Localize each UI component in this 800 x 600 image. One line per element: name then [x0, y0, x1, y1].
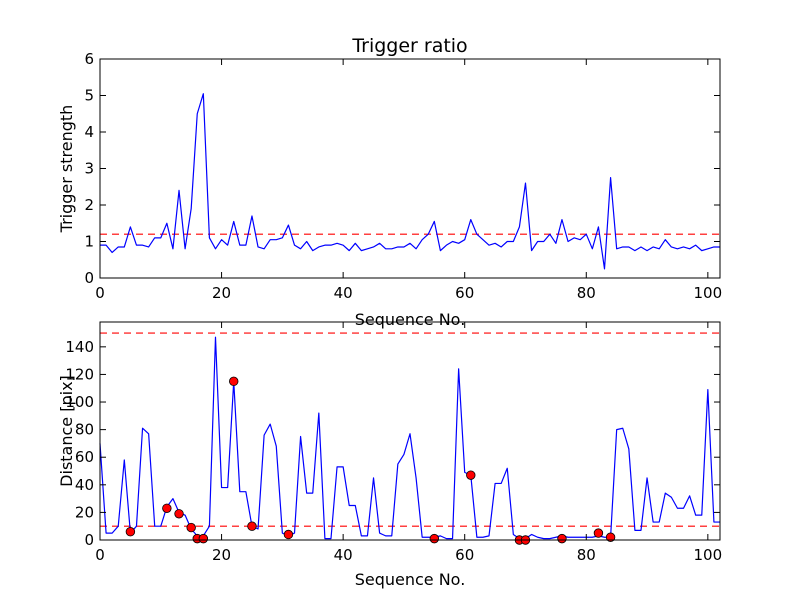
plot-marks: 0 20 40 60 80 100 0 20 40 60 80 100 120 140 [65, 321, 723, 564]
data-point [466, 470, 476, 480]
data-point [429, 533, 440, 544]
y-tick-label: 3 [84, 160, 94, 178]
data-point [557, 533, 567, 544]
chart-title: Trigger ratio [351, 35, 467, 57]
x-axis-label: Sequence No. [355, 570, 466, 589]
y-tick-label: 80 [75, 421, 94, 439]
distance-chart: Distance [pix] Sequence No. 0 20 40 60 80 100… [57, 321, 723, 589]
x-tick-label: 100 [694, 546, 723, 564]
series-line [99, 336, 720, 540]
series-line [100, 93, 720, 270]
x-axis-label: Sequence No. [355, 310, 466, 329]
x-tick-label: 40 [334, 546, 353, 564]
y-tick-label: 140 [65, 338, 94, 356]
x-tick-label: 0 [95, 546, 105, 564]
y-tick-label: 5 [84, 87, 94, 105]
x-tick-label: 60 [455, 284, 474, 302]
y-tick-label: 40 [75, 476, 94, 494]
x-tick-label: 0 [95, 284, 105, 302]
trigger-ratio-chart: Trigger ratio Trigger strength Sequence … [57, 35, 722, 329]
plot-frame [99, 321, 721, 541]
x-tick-label: 20 [212, 284, 231, 302]
data-point [125, 527, 136, 537]
data-point [605, 532, 616, 542]
data-point [198, 533, 209, 544]
y-tick-label: 60 [75, 448, 94, 466]
x-tick-label: 80 [577, 284, 596, 302]
y-tick-label: 6 [84, 50, 94, 68]
plot-marks: 0 20 40 60 80 100 0 1 2 3 4 5 6 [84, 50, 722, 302]
data-point [229, 376, 239, 387]
x-tick-label: 20 [212, 546, 231, 564]
data-point [186, 522, 196, 533]
x-tick-label: 80 [577, 546, 596, 564]
data-point [283, 529, 294, 540]
y-tick-label: 100 [65, 393, 94, 411]
y-tick-label: 2 [84, 196, 94, 214]
x-tick-label: 40 [334, 284, 353, 302]
data-point [162, 503, 172, 513]
data-point [593, 528, 604, 538]
x-tick-label: 100 [694, 284, 723, 302]
y-tick-label: 0 [84, 269, 94, 287]
y-tick-label: 4 [84, 123, 94, 141]
plot-frame [99, 58, 721, 279]
y-axis-label: Trigger strength [57, 105, 76, 234]
y-tick-label: 1 [84, 233, 94, 251]
x-tick-label: 60 [455, 546, 474, 564]
y-tick-label: 20 [75, 503, 94, 521]
y-tick-label: 120 [65, 365, 94, 383]
data-point [247, 521, 257, 531]
y-axis-label: Distance [pix] [57, 375, 76, 487]
y-tick-label: 0 [84, 531, 94, 549]
data-point [174, 509, 184, 519]
